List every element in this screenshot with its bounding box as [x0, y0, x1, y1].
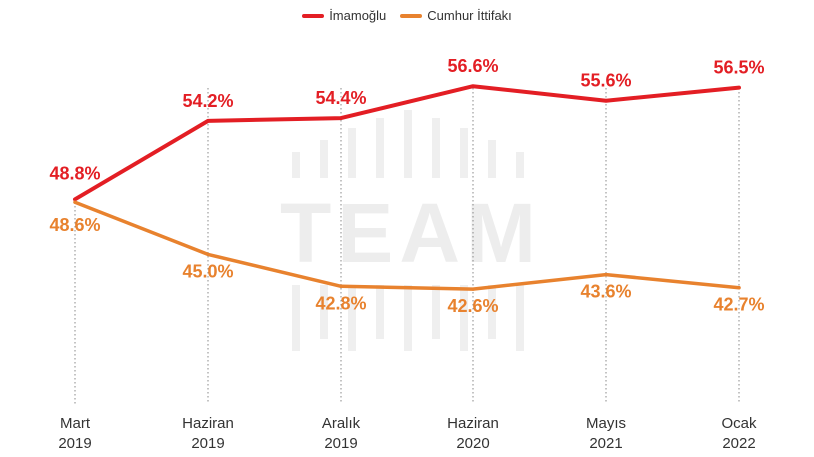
data-point-1-2: [339, 284, 343, 288]
legend-label-cumhur-ittifaki: Cumhur İttifakı: [427, 8, 512, 23]
data-label-0-0: 48.8%: [49, 163, 100, 183]
series-line-1: [73, 200, 741, 291]
watermark-bar-bottom: [460, 285, 468, 351]
watermark-bar-top: [292, 152, 300, 178]
data-point-1-5: [737, 286, 741, 290]
x-tick-label-5: Ocak: [721, 415, 757, 432]
data-label-1-0: 48.6%: [49, 215, 100, 235]
data-labels: 48.8% 54.2% 54.4% 56.6% 55.6% 56.5% 48.6% 45.0%…: [49, 56, 764, 316]
data-point-0-5: [737, 86, 741, 90]
watermark-bar-top: [516, 152, 524, 178]
watermark-bar-bottom: [404, 285, 412, 351]
watermark-bar-top: [460, 128, 468, 178]
watermark-text: TEAM: [280, 186, 542, 280]
x-tick-label-2: Aralık: [322, 415, 361, 432]
data-point-1-4: [604, 273, 608, 277]
data-label-1-2: 42.8%: [315, 293, 366, 313]
watermark-bar-top: [320, 140, 328, 178]
data-point-0-4: [604, 99, 608, 103]
watermark-bar-bottom: [376, 285, 384, 339]
data-label-1-1: 45.0%: [182, 261, 233, 281]
data-point-0-2: [339, 116, 343, 120]
legend-swatch-imamoglu: [302, 13, 325, 18]
legend-label-imamoglu: İmamoğlu: [329, 8, 387, 23]
legend-item-imamoglu: İmamoğlu: [302, 8, 386, 23]
watermark-bar-bottom: [320, 285, 328, 339]
watermark-bar-top: [348, 128, 356, 178]
watermark: TEAM: [280, 110, 542, 351]
legend-item-cumhur-ittifaki: Cumhur İttifakı: [400, 8, 512, 23]
series-lines: [73, 84, 741, 291]
x-tick-year-3: 2020: [456, 435, 489, 452]
data-label-1-4: 43.6%: [580, 282, 631, 302]
gridlines: [74, 88, 740, 404]
watermark-bar-bottom: [488, 285, 496, 339]
chart-legend: İmamoğlu Cumhur İttifakı: [0, 8, 814, 23]
x-tick-year-0: 2019: [58, 435, 91, 452]
data-label-0-1: 54.2%: [182, 91, 233, 111]
x-tick-year-4: 2021: [589, 435, 622, 452]
watermark-bar-top: [432, 118, 440, 178]
data-point-1-1: [206, 252, 210, 256]
x-axis: Mart 2019 Haziran 2019 Aralık 2019 Haziran 2020…: [58, 415, 757, 452]
x-tick-year-1: 2019: [191, 435, 224, 452]
watermark-bar-top: [404, 110, 412, 178]
watermark-bar-top: [376, 118, 384, 178]
series-line-0: [73, 84, 741, 202]
data-label-1-5: 42.7%: [713, 295, 764, 315]
data-label-0-3: 56.6%: [447, 56, 498, 76]
data-point-0-0: [73, 197, 77, 201]
watermark-bar-bottom: [348, 285, 356, 351]
data-label-0-5: 56.5%: [713, 58, 764, 78]
x-tick-year-2: 2019: [324, 435, 357, 452]
data-point-1-3: [471, 287, 475, 291]
data-point-1-0: [73, 200, 77, 204]
watermark-bar-bottom: [292, 285, 300, 351]
x-tick-label-1: Haziran: [182, 415, 234, 432]
data-label-1-3: 42.6%: [447, 296, 498, 316]
x-tick-label-0: Mart: [60, 415, 91, 432]
data-label-0-2: 54.4%: [315, 88, 366, 108]
x-tick-year-5: 2022: [722, 435, 755, 452]
data-label-0-4: 55.6%: [580, 71, 631, 91]
x-tick-label-4: Mayıs: [586, 415, 626, 432]
x-tick-label-3: Haziran: [447, 415, 499, 432]
watermark-bar-top: [488, 140, 496, 178]
watermark-bar-bottom: [432, 285, 440, 339]
data-point-0-1: [206, 119, 210, 123]
data-point-0-3: [471, 84, 475, 88]
legend-swatch-cumhur-ittifaki: [400, 13, 423, 18]
watermark-bar-bottom: [516, 285, 524, 351]
